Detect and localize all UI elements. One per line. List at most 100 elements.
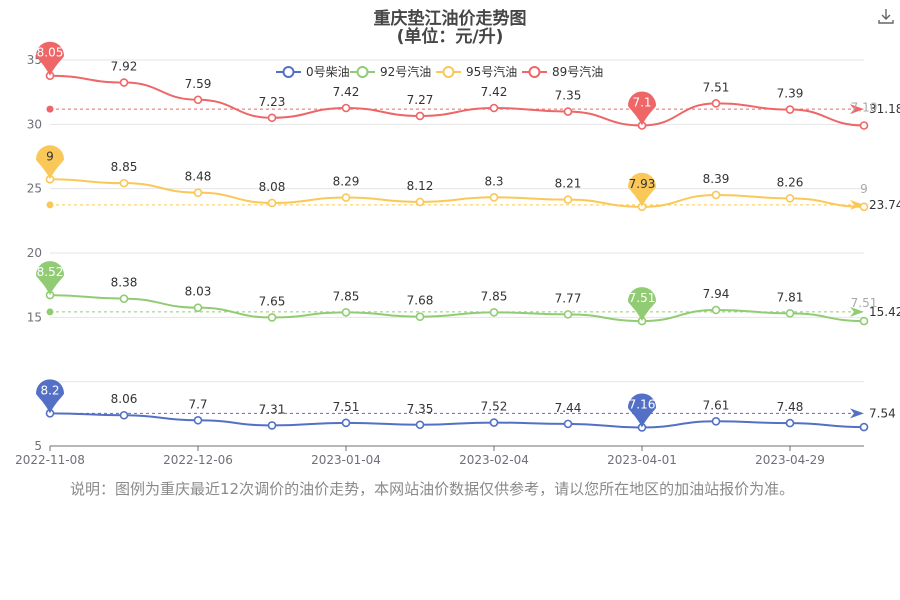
data-label: 7.42 [481,85,508,99]
data-label: 7.52 [481,400,508,414]
data-point [193,415,203,425]
legend-marker-1 [356,66,369,78]
data-point [859,422,869,432]
data-label: 8.39 [703,172,730,186]
max-pin-label-0: 8.2 [40,383,59,397]
min-pin-3 [628,91,656,126]
series-line-0 [49,412,865,429]
data-point [267,313,277,322]
data-point [711,416,721,426]
data-point [785,309,795,318]
data-point [563,195,573,204]
data-point [341,308,351,317]
download-icon[interactable] [876,6,896,26]
data-point [341,103,351,113]
data-label: 7.27 [407,93,434,107]
average-start-marker-2 [46,201,54,209]
data-label: 7.94 [703,287,730,301]
max-pin-0 [36,379,64,414]
average-arrow-0 [850,408,864,419]
data-point [119,178,129,188]
data-label: 8.12 [407,179,434,193]
max-pin-3 [36,41,64,76]
end-label-1: 7.51 [851,296,878,310]
average-start-marker-1 [46,308,54,316]
legend-label: 95号汽油 [466,64,517,79]
data-label: 7.42 [333,85,360,99]
chart-subtitle: (单位：元/升) [396,27,504,47]
data-label: 8.08 [259,180,286,194]
data-point [193,95,203,105]
data-point [415,197,425,207]
average-label-2: 23.74 [869,198,900,212]
max-pin-2 [36,145,64,180]
data-label: 7.35 [555,89,582,103]
data-point [711,190,721,200]
data-point [267,421,277,430]
data-label: 8.3 [484,174,503,188]
average-label-3: 31.18 [869,102,900,116]
data-label: 7.51 [333,400,360,414]
y-tick-label: 25 [27,182,42,196]
average-arrow-1 [850,306,864,317]
x-tick-label: 2023-04-01 [607,453,677,467]
data-point [785,105,795,114]
min-pin-label-2: 7.93 [629,177,656,191]
data-label: 7.48 [777,400,804,414]
x-tick-label: 2022-12-06 [163,453,233,467]
data-label: 8.48 [185,170,212,184]
data-label: 7.51 [703,80,730,94]
data-label: 7.59 [185,77,212,91]
y-tick-label: 30 [27,117,42,131]
min-pin-label-1: 7.51 [629,291,656,305]
data-label: 8.38 [111,276,138,290]
legend-label: 0号柴油 [306,65,350,79]
data-label: 7.77 [555,291,582,305]
x-tick-label: 2023-02-04 [459,453,529,467]
data-label: 7.85 [481,289,508,303]
data-point [859,121,869,130]
data-point [785,194,795,203]
data-point [563,107,573,116]
series-line-3 [49,74,865,127]
data-point [489,308,499,317]
data-point [785,418,795,428]
y-tick-label: 5 [34,439,42,453]
data-point [489,418,499,427]
average-arrow-2 [850,199,864,210]
max-pin-label-2: 9 [46,149,54,163]
data-point [563,419,573,429]
data-label: 8.03 [185,285,212,299]
data-point [415,111,425,121]
data-label: 7.23 [259,95,286,109]
data-point [119,78,129,87]
x-tick-label: 2023-01-04 [311,453,381,467]
y-tick-label: 15 [27,310,42,324]
average-start-marker-3 [46,105,54,113]
chart-title: 重庆垫江油价走势图 [373,9,527,29]
data-label: 7.31 [259,402,286,416]
data-label: 7.61 [703,398,730,412]
max-pin-label-1: 8.52 [37,265,64,279]
max-pin-label-3: 8.05 [37,46,64,60]
data-label: 7.92 [111,60,138,74]
data-point [119,294,129,303]
data-label: 7.68 [407,294,434,308]
legend-label: 92号汽油 [380,64,431,79]
legend-marker-3 [528,66,541,78]
data-label: 7.39 [777,87,804,101]
data-point [711,99,721,108]
data-point [415,420,425,430]
data-label: 7.85 [333,289,360,303]
chart-note: 说明：图例为重庆最近12次调价的油价走势，本网站油价数据仅供参考，请以您所在地区… [70,480,795,498]
legend-marker-0 [282,66,295,78]
data-label: 8.21 [555,177,582,191]
data-point [193,188,203,197]
data-label: 8.26 [777,175,804,189]
max-pin-1 [36,261,64,296]
data-point [341,418,351,428]
y-tick-label: 20 [27,246,42,260]
average-arrow-3 [850,104,864,115]
data-label: 7.35 [407,402,434,416]
